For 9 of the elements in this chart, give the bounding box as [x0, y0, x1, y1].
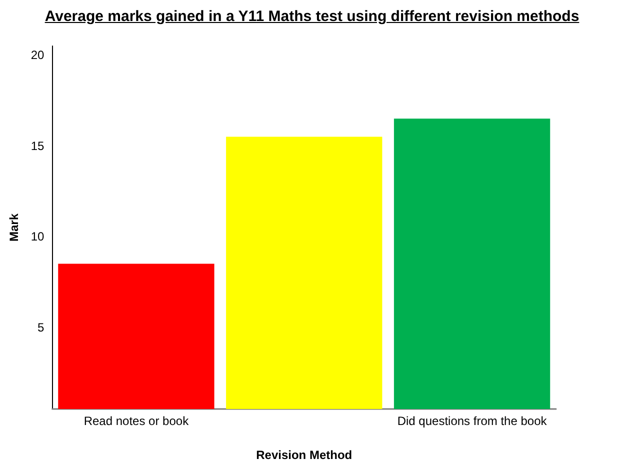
y-tick-label: 20 [30, 48, 45, 62]
y-tick-label: 10 [30, 230, 45, 244]
x-tick-label: Did questions from the book [397, 414, 548, 428]
x-axis-title: Revision Method [256, 448, 352, 462]
y-tick-label: 15 [30, 138, 45, 153]
x-tick-label: Read notes or book [84, 414, 190, 428]
chart-title: Average marks gained in a Y11 Maths test using different revision methods [44, 8, 580, 25]
y-axis-title: Mark [7, 213, 21, 242]
y-tick-label: 5 [38, 320, 45, 334]
